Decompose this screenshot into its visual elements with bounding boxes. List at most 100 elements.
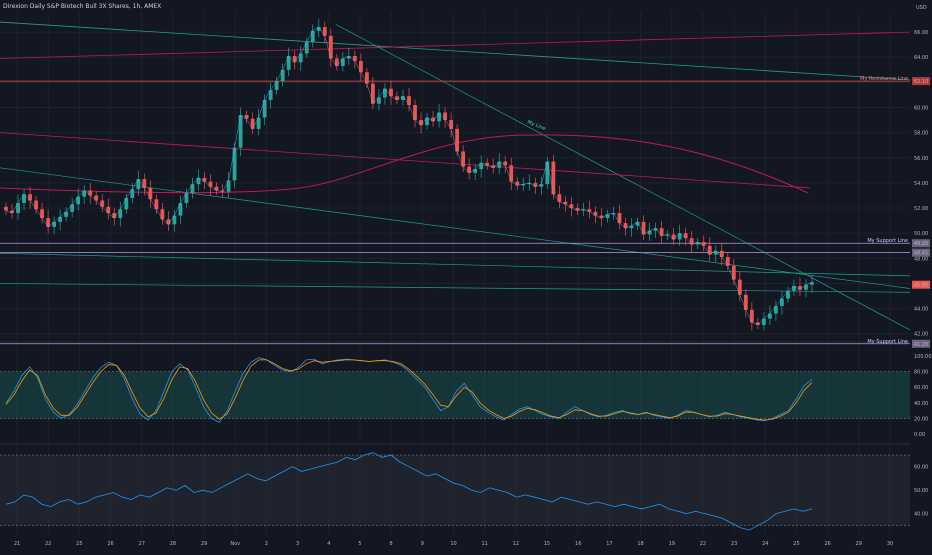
last-price-text: 45.90 xyxy=(914,283,928,289)
x-tick-label: 2 xyxy=(265,541,268,547)
candle-body xyxy=(545,161,550,185)
candle-body xyxy=(671,234,676,240)
candle-body xyxy=(76,196,81,205)
level-label: My Resistance Line xyxy=(860,76,908,82)
level-price-tag xyxy=(912,77,930,86)
candle-body xyxy=(208,181,213,187)
x-tick-label: 11 xyxy=(481,541,487,547)
my-line xyxy=(335,24,911,331)
price-tags: 62.10 49.20 41.20 48.45 45.90 xyxy=(912,77,930,348)
candle-body xyxy=(371,83,375,104)
candle-body xyxy=(401,96,405,100)
candle-body xyxy=(310,30,315,43)
candle-body xyxy=(611,213,616,215)
candle-body xyxy=(118,209,123,219)
candle-body xyxy=(719,250,724,258)
candle-body xyxy=(364,72,369,84)
candle-body xyxy=(569,204,574,209)
x-tick-label: 10 xyxy=(450,541,456,547)
x-tick-label: 12 xyxy=(513,541,519,547)
candle-body xyxy=(70,204,75,212)
x-tick-label: 3 xyxy=(296,541,299,547)
stoch-y-label: 80.00 xyxy=(914,370,928,376)
candle-body xyxy=(455,128,460,152)
level-price-tag xyxy=(912,339,930,348)
candle-body xyxy=(304,42,309,54)
y-tick-label: 44.00 xyxy=(914,307,928,313)
candle-body xyxy=(743,294,748,310)
moving-average xyxy=(0,134,809,194)
candle-body xyxy=(581,209,586,211)
x-tick-label: 9 xyxy=(421,541,424,547)
level-label: My Support Line xyxy=(867,238,908,244)
candle-body xyxy=(593,211,598,216)
price-tag-text: 48.45 xyxy=(914,251,928,257)
y-tick-label: 48.00 xyxy=(914,256,928,262)
candle-body xyxy=(533,182,538,187)
candle-body xyxy=(4,206,8,211)
x-tick-label: 25 xyxy=(76,541,82,547)
candle-body xyxy=(443,112,447,121)
stoch-y-label: 100.00 xyxy=(914,354,932,360)
candle-body xyxy=(683,233,688,239)
y-tick-label: 64.00 xyxy=(914,55,928,61)
x-tick-label: 4 xyxy=(327,541,330,547)
candle-body xyxy=(88,190,93,196)
candle-body xyxy=(244,115,249,119)
x-tick-label: 8 xyxy=(390,541,393,547)
candle-body xyxy=(250,118,255,129)
candle-body xyxy=(22,194,26,204)
candle-body xyxy=(340,58,345,67)
rsi-y-label: 50.00 xyxy=(914,488,928,494)
y-tick-label: 50.00 xyxy=(914,231,928,237)
indicator-lines xyxy=(5,357,813,531)
candles[interactable] xyxy=(4,18,814,331)
candle-body xyxy=(605,214,610,219)
x-tick-label: 17 xyxy=(606,541,612,547)
x-tick-label: Nov xyxy=(230,541,240,547)
candle-body xyxy=(786,290,790,299)
candle-body xyxy=(214,186,219,191)
band-layer xyxy=(0,371,910,526)
candle-body xyxy=(232,147,237,181)
candle-body xyxy=(707,245,712,255)
candle-body xyxy=(767,313,772,319)
candle-body xyxy=(731,265,736,280)
x-tick-label: 23 xyxy=(731,541,737,547)
stoch-line xyxy=(5,359,813,421)
candle-body xyxy=(46,218,51,227)
currency-label: USD xyxy=(916,5,927,11)
trend-line xyxy=(0,21,911,81)
x-tick-label: 19 xyxy=(669,541,675,547)
candle-body xyxy=(274,81,279,90)
axis-layer: 21 22 25 26 27 28 29 Nov 2 3 4 5 8 9 10 11 12 15 16 17 18 19 2… xyxy=(14,5,932,547)
candle-body xyxy=(509,165,514,182)
candle-body xyxy=(755,322,760,325)
candle-body xyxy=(695,241,700,245)
candle-body xyxy=(82,190,87,197)
level-price-text: 41.20 xyxy=(914,342,928,348)
candle-body xyxy=(256,117,261,129)
candle-body xyxy=(425,117,429,126)
candle-body xyxy=(479,162,484,170)
candle-body xyxy=(774,306,778,314)
x-tick-label: 26 xyxy=(107,541,113,547)
candle-body xyxy=(431,117,435,122)
candle-body xyxy=(172,215,177,225)
x-tick-label: 27 xyxy=(139,541,145,547)
candle-body xyxy=(563,201,568,205)
chart-title: Direxion Daily S&P Biotech Bull 3X Share… xyxy=(3,3,162,10)
candle-body xyxy=(40,209,44,219)
candle-body xyxy=(635,221,640,226)
candle-body xyxy=(136,179,141,190)
candle-body xyxy=(238,115,243,148)
x-tick-label: 22 xyxy=(700,541,706,547)
candle-body xyxy=(389,88,393,97)
candle-body xyxy=(112,213,117,219)
candle-body xyxy=(617,213,622,224)
candle-body xyxy=(100,200,105,207)
candle-body xyxy=(268,89,273,100)
